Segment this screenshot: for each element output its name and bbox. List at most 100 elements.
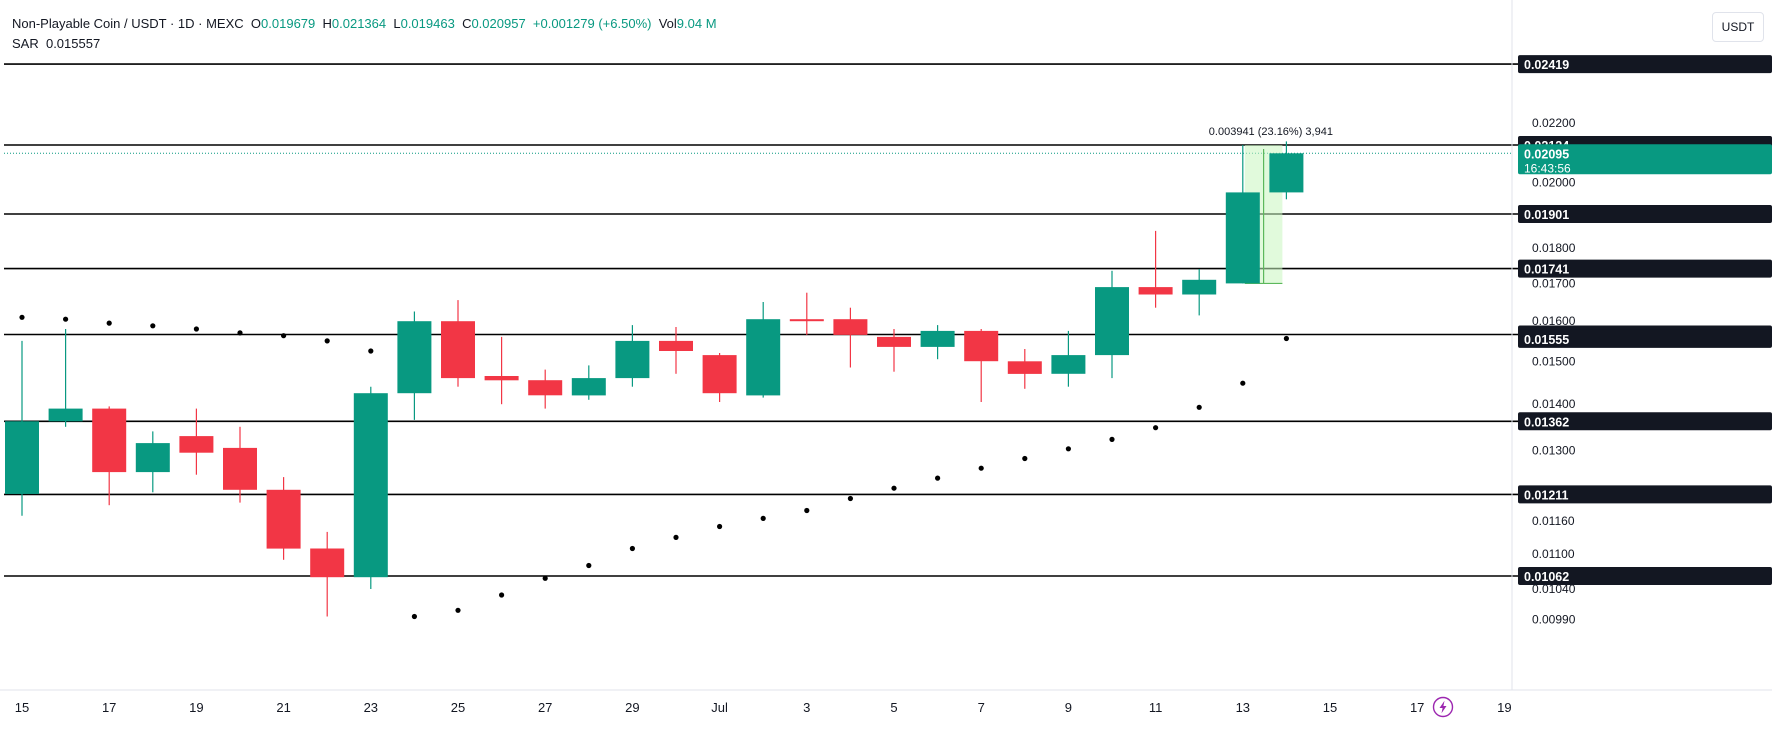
sar-dot xyxy=(106,320,112,326)
level-badge-label: 0.01741 xyxy=(1524,263,1569,277)
candle-body[interactable] xyxy=(789,319,824,322)
sar-dot xyxy=(499,592,505,598)
sar-dot xyxy=(193,326,199,332)
legend-open: 0.019679 xyxy=(261,16,316,31)
price-tick-label: 0.00990 xyxy=(1532,613,1576,627)
candle-body[interactable] xyxy=(1051,355,1086,374)
lightning-bolt-icon[interactable] xyxy=(1432,696,1454,718)
candle-body[interactable] xyxy=(1182,279,1217,295)
price-tick-label: 0.01600 xyxy=(1532,314,1576,328)
candle-body[interactable] xyxy=(266,489,301,549)
price-tick-label: 0.01500 xyxy=(1532,354,1576,368)
candle-body[interactable] xyxy=(920,330,955,347)
candle-body[interactable] xyxy=(615,340,650,379)
sar-dot xyxy=(63,316,69,322)
price-tick-label: 0.01040 xyxy=(1532,582,1576,596)
sar-dot xyxy=(1283,335,1289,342)
sar-dot xyxy=(455,607,461,613)
level-badge-label: 0.01901 xyxy=(1524,208,1569,222)
candle-body[interactable] xyxy=(659,340,693,351)
legend-symbol: Non-Playable Coin / USDT · 1D · MEXC xyxy=(12,16,244,31)
candle-body[interactable] xyxy=(353,393,388,578)
sar-dot xyxy=(673,534,679,541)
time-tick-label: 5 xyxy=(890,700,897,715)
candle-body[interactable] xyxy=(702,355,737,394)
candle-body[interactable] xyxy=(1095,287,1129,356)
candle-body[interactable] xyxy=(397,321,432,394)
sar-value: 0.015557 xyxy=(45,36,101,51)
sar-dot xyxy=(150,323,156,329)
legend-close-key: C xyxy=(462,16,472,31)
sar-dot xyxy=(1153,425,1159,431)
time-tick-label: 7 xyxy=(978,700,985,715)
legend-low: 0.019463 xyxy=(400,16,455,31)
sar-dot xyxy=(368,348,374,354)
legend-change: +0.001279 (+6.50%) xyxy=(532,16,652,31)
candle-body[interactable] xyxy=(223,447,257,490)
legend-high: 0.021364 xyxy=(331,16,387,31)
level-badge-label: 0.02419 xyxy=(1524,58,1569,72)
price-tick-label: 0.01800 xyxy=(1532,241,1576,255)
price-tick-label: 0.01160 xyxy=(1532,514,1575,528)
candle-body[interactable] xyxy=(1269,153,1304,193)
last-price-badge xyxy=(1518,144,1772,175)
price-tick-label: 0.02200 xyxy=(1532,116,1576,130)
level-badge xyxy=(1518,329,1772,348)
sar-dot xyxy=(1065,446,1071,452)
currency-button[interactable]: USDT xyxy=(1712,12,1764,42)
price-tick-label: 0.01100 xyxy=(1532,547,1575,561)
sar-dot xyxy=(237,330,243,336)
time-tick-label: 25 xyxy=(451,700,465,715)
candle-body[interactable] xyxy=(92,408,127,473)
price-tick-label: 0.02000 xyxy=(1532,175,1576,189)
candle-body[interactable] xyxy=(528,380,563,396)
sar-legend-row: SAR 0.015557 xyxy=(12,34,717,54)
sar-dot xyxy=(717,523,723,530)
candle-body[interactable] xyxy=(48,408,83,422)
candle-body[interactable] xyxy=(877,336,911,347)
sar-dot xyxy=(542,575,548,581)
legend-vol: 9.04 M xyxy=(676,16,717,31)
candle-body[interactable] xyxy=(5,421,39,494)
level-badge xyxy=(1518,567,1772,585)
legend-low-key: L xyxy=(393,16,401,31)
candle-body[interactable] xyxy=(310,548,345,578)
time-tick-label: 21 xyxy=(276,700,290,715)
price-tick-label: 0.01700 xyxy=(1532,277,1576,291)
candle-body[interactable] xyxy=(441,321,475,379)
sar-dot xyxy=(281,333,287,339)
candle-body[interactable] xyxy=(484,376,519,381)
sar-dot xyxy=(935,475,941,481)
time-tick-label: 3 xyxy=(803,700,810,715)
candle-body[interactable] xyxy=(964,330,999,362)
candle-body[interactable] xyxy=(746,319,781,396)
candle-body[interactable] xyxy=(179,436,214,453)
sar-dot xyxy=(760,515,766,522)
level-badge xyxy=(1518,412,1772,431)
sar-dot xyxy=(324,338,330,344)
candle-body[interactable] xyxy=(1007,361,1042,374)
time-tick-label: 13 xyxy=(1236,700,1250,715)
sar-label: SAR xyxy=(12,36,39,51)
sar-dot xyxy=(411,613,417,620)
candle-body[interactable] xyxy=(833,319,868,335)
time-tick-label: 19 xyxy=(189,700,203,715)
time-tick-label: 11 xyxy=(1149,700,1163,715)
time-tick-label: 17 xyxy=(1410,700,1424,715)
level-badge-label: 0.01211 xyxy=(1524,488,1569,502)
candle-body[interactable] xyxy=(135,443,170,473)
candle-body[interactable] xyxy=(1225,192,1260,284)
sar-dot xyxy=(1022,455,1028,462)
sar-dot xyxy=(847,495,854,502)
time-tick-label: 15 xyxy=(15,700,29,715)
time-tick-label: 19 xyxy=(1497,700,1511,715)
level-badge-label: 0.01555 xyxy=(1524,333,1569,347)
candle-body[interactable] xyxy=(571,378,606,396)
time-tick-label: 9 xyxy=(1065,700,1072,715)
countdown-label: 16:43:56 xyxy=(1524,161,1571,175)
level-badge-label: 0.01362 xyxy=(1524,415,1569,429)
level-badge xyxy=(1518,485,1772,504)
sar-dot xyxy=(586,562,592,569)
candle-body[interactable] xyxy=(1138,287,1173,295)
